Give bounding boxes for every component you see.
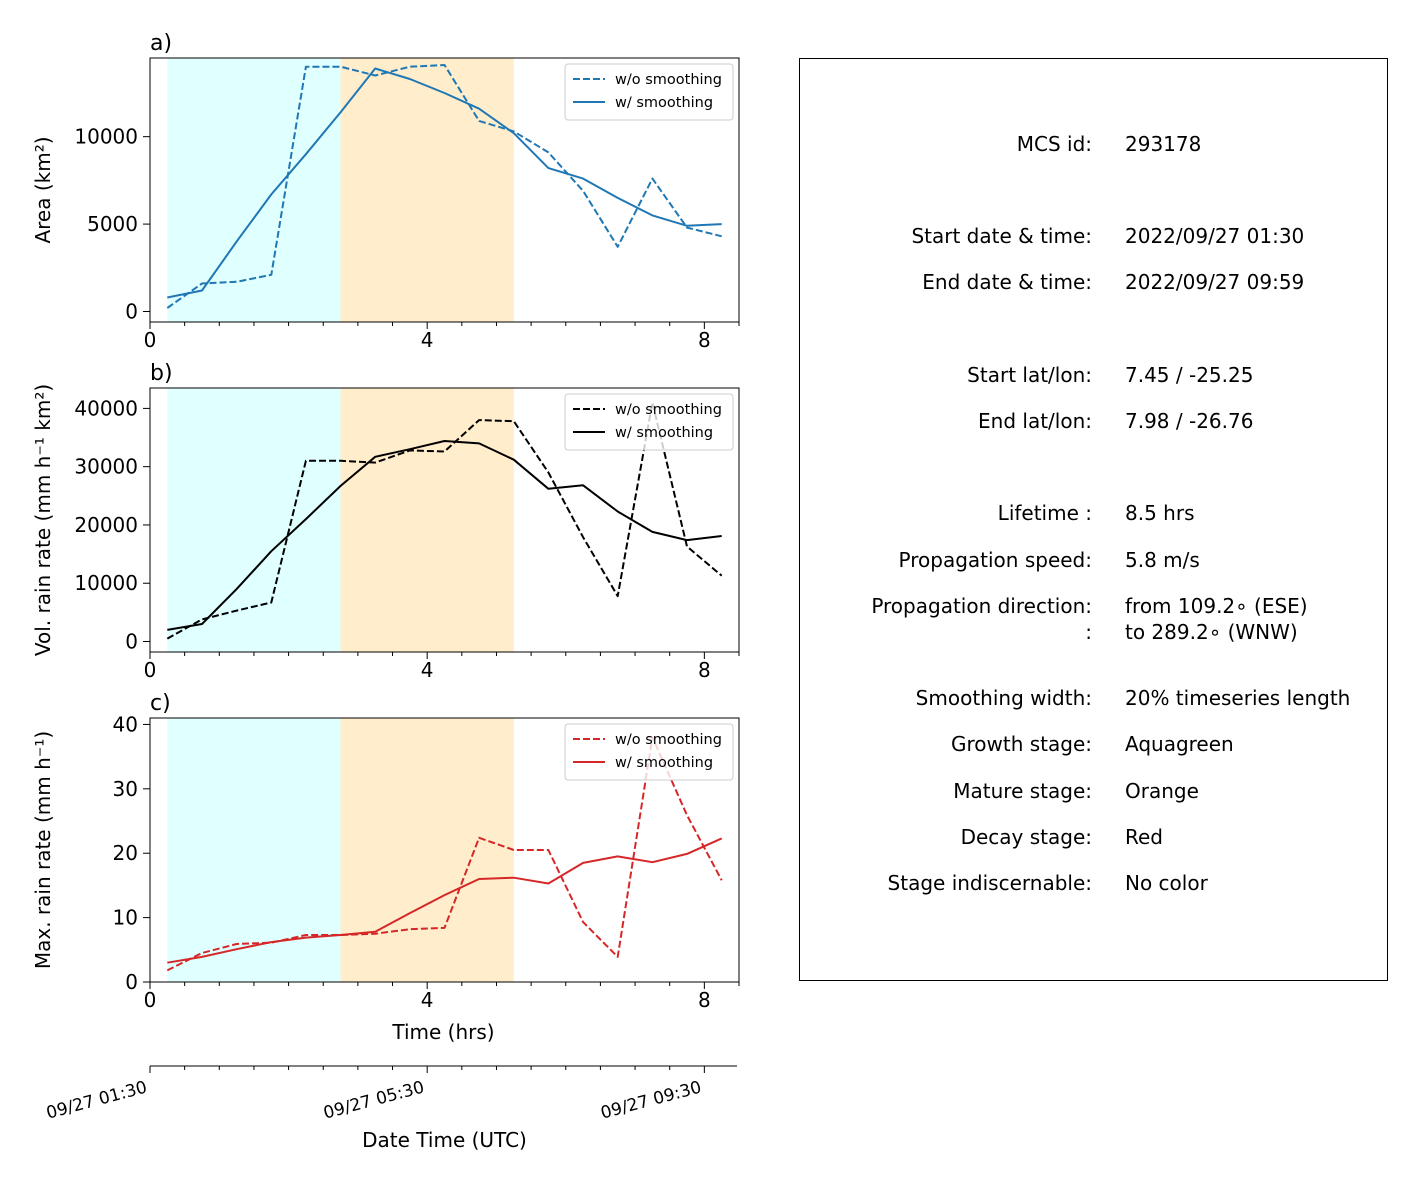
x-tick-label: 4 [421, 988, 434, 1012]
stage-span-mature [340, 718, 514, 982]
y-tick-label: 40 [113, 712, 138, 736]
info-value: 7.45 / -25.25 [1125, 363, 1254, 387]
info-label: MCS id: [1016, 132, 1092, 156]
x-tick-label: 8 [698, 988, 711, 1012]
info-label: Propagation speed: [898, 548, 1092, 572]
info-value: 7.98 / -26.76 [1125, 409, 1254, 433]
legend-box [564, 63, 734, 121]
info-value: 20% timeseries length [1125, 686, 1351, 710]
x-axis-label: Time (hrs) [391, 1020, 494, 1044]
datetime-axis: 09/27 01:30 09/27 05:30 09/27 09:30 Date Ti… [44, 1065, 737, 1152]
stage-span-growth [167, 388, 341, 652]
legend-label: w/ smoothing [615, 755, 713, 771]
y-tick-label: 10000 [74, 125, 138, 149]
info-value: 5.8 m/s [1125, 548, 1200, 572]
legend-label: w/ smoothing [615, 95, 713, 111]
info-value: to 289.2∘ (WNW) [1125, 620, 1298, 644]
chart-panel-1: 0 4 8 0 10000 20000 30000 40000 b) Vol. rain rate… [31, 361, 740, 682]
y-tick-label: 30000 [74, 455, 138, 479]
legend-box [564, 723, 734, 781]
info-value: Red [1125, 825, 1163, 849]
datetime-tick-label: 09/27 09:30 [599, 1078, 704, 1124]
x-tick-label: 0 [144, 658, 157, 682]
info-value: 2022/09/27 01:30 [1125, 224, 1305, 248]
chart-panel-2: 0 4 8 0 10 20 30 40 c) Max. rain rate (mm h⁻¹) Tim… [31, 691, 740, 1044]
y-tick-label: 20 [113, 841, 138, 865]
axes-frame [149, 717, 740, 983]
info-value: Aquagreen [1125, 732, 1234, 756]
y-axis-label: Vol. rain rate (mm h⁻¹ km²) [31, 384, 55, 656]
panel-label: c) [150, 691, 171, 716]
series-line-smoothed [167, 67, 722, 299]
x-tick-label: 8 [698, 658, 711, 682]
legend-label: w/o smoothing [615, 732, 722, 748]
info-label: Start date & time: [911, 224, 1092, 248]
x-tick-label: 0 [144, 328, 157, 352]
stage-span-mature [340, 58, 514, 322]
series-line-raw [166, 736, 723, 972]
info-label: Decay stage: [960, 825, 1092, 849]
info-value: Orange [1125, 779, 1199, 803]
x-tick-label: 4 [421, 658, 434, 682]
info-label: Start lat/lon: [967, 363, 1092, 387]
panel-label: b) [150, 361, 173, 386]
y-tick-label: 0 [125, 970, 138, 994]
info-label: : [1085, 620, 1092, 644]
y-tick-label: 0 [125, 630, 138, 654]
info-value: No color [1125, 871, 1208, 895]
axes-frame [149, 387, 740, 653]
info-panel: MCS id: 293178 Start date & time: 2022/09/2… [799, 58, 1388, 981]
y-tick-label: 10 [113, 906, 138, 930]
x-tick-label: 0 [144, 988, 157, 1012]
series-line-raw [166, 64, 722, 309]
legend: w/o smoothing w/ smoothing [564, 723, 734, 781]
legend-box [564, 393, 734, 451]
info-label: Smoothing width: [915, 686, 1092, 710]
datetime-tick-label: 09/27 05:30 [321, 1078, 426, 1124]
y-tick-label: 20000 [74, 513, 138, 537]
info-label: Lifetime : [997, 501, 1092, 525]
axes-frame [149, 57, 740, 323]
stage-span-growth [167, 58, 341, 322]
info-value: from 109.2∘ (ESE) [1125, 594, 1308, 618]
info-label: Growth stage: [950, 732, 1092, 756]
legend-label: w/o smoothing [615, 402, 722, 418]
info-value: 2022/09/27 09:59 [1125, 270, 1305, 294]
datetime-axis-label: Date Time (UTC) [362, 1128, 527, 1152]
info-label: End lat/lon: [978, 409, 1092, 433]
info-value: 293178 [1125, 132, 1202, 156]
series-line-smoothed [167, 440, 722, 631]
legend-label: w/o smoothing [615, 72, 722, 88]
y-tick-label: 0 [125, 300, 138, 324]
y-axis-label: Max. rain rate (mm h⁻¹) [31, 731, 55, 969]
info-label: Stage indiscernable: [887, 871, 1092, 895]
y-tick-label: 40000 [74, 396, 138, 420]
legend: w/o smoothing w/ smoothing [564, 63, 734, 121]
y-tick-label: 30 [113, 777, 138, 801]
y-tick-label: 10000 [74, 571, 138, 595]
panel-label: a) [150, 31, 172, 56]
series-line-smoothed [167, 837, 723, 964]
stage-span-mature [340, 388, 514, 652]
info-label: Mature stage: [953, 779, 1092, 803]
datetime-tick-label: 09/27 01:30 [44, 1078, 149, 1124]
x-tick-label: 8 [698, 328, 711, 352]
y-tick-label: 5000 [87, 212, 138, 236]
info-label: Propagation direction: [871, 594, 1092, 618]
legend: w/o smoothing w/ smoothing [564, 393, 734, 451]
y-axis-label: Area (km²) [31, 136, 55, 243]
x-tick-label: 4 [421, 328, 434, 352]
info-value: 8.5 hrs [1125, 501, 1195, 525]
info-label: End date & time: [922, 270, 1092, 294]
legend-label: w/ smoothing [615, 425, 713, 441]
